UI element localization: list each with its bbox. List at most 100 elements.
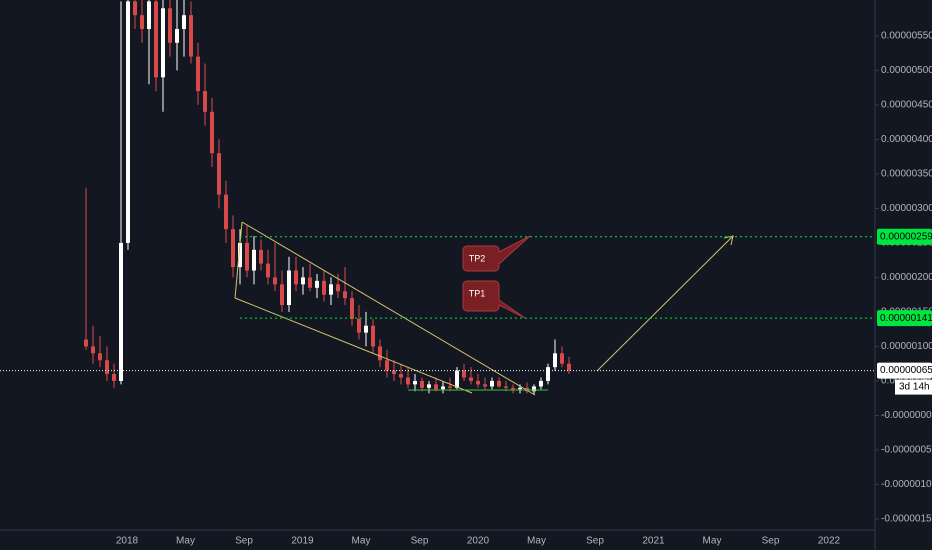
last-price-box [877, 362, 932, 379]
annotation: TP1 [469, 288, 486, 298]
candle-body [154, 1, 158, 78]
candle-body [476, 380, 480, 385]
callout [462, 280, 526, 319]
candle-body [413, 380, 417, 385]
candle-body [175, 28, 179, 43]
projection-arrow [596, 235, 734, 372]
candle-body [126, 1, 130, 243]
candle-body [84, 339, 88, 347]
candle-body [259, 249, 263, 264]
candle-body [273, 277, 277, 285]
candle-body [392, 370, 396, 375]
candle-body [252, 249, 256, 271]
x-tick-label: Sep [235, 536, 253, 547]
candle-body [350, 298, 354, 319]
y-tick-label: 0.00000350 [881, 169, 932, 180]
candle-body [238, 242, 242, 268]
candles [84, 0, 571, 395]
candle-body [203, 91, 207, 112]
candle-body [217, 153, 221, 195]
arrow-head [723, 235, 734, 246]
y-tick-label: -0.00000050 [881, 445, 932, 456]
candle-body [210, 111, 214, 154]
candle-body [469, 377, 473, 381]
candle-body [105, 360, 109, 375]
x-tick-label: 2021 [642, 536, 665, 547]
candle-body [98, 353, 102, 361]
candle-body [462, 370, 466, 378]
y-tick-label: 0.00000300 [881, 203, 932, 214]
x-tick-label: 2019 [291, 536, 314, 547]
candle-body [168, 8, 172, 43]
x-tick-label: Sep [411, 536, 429, 547]
level-label-box [877, 310, 932, 327]
candle-body [532, 386, 536, 392]
wedge-lower-line [234, 297, 473, 394]
candle-body [308, 277, 312, 288]
candle-body [196, 56, 200, 92]
annotation: TP2 [469, 253, 486, 263]
candle-body [343, 291, 347, 299]
candle-body [497, 380, 501, 387]
candle-body [112, 374, 116, 381]
candle-body [560, 353, 564, 364]
last-price-label: 0.00000065 [880, 365, 932, 376]
candle-body [483, 384, 487, 387]
drawings: TP2 TP1 [234, 221, 734, 396]
candle-body [336, 284, 340, 292]
candle-body [364, 325, 368, 333]
candle-body [147, 1, 151, 29]
candle-body [455, 370, 459, 388]
candle-body [441, 386, 445, 390]
candle-body [434, 384, 438, 390]
y-tick-label: 0.00000450 [881, 100, 932, 111]
countdown-box [895, 379, 932, 395]
candle-body [329, 284, 333, 295]
level-label-box [877, 228, 932, 245]
candle-body [553, 353, 557, 368]
y-tick-label: 0.00000500 [881, 65, 932, 76]
y-tick-label: -0.00000000 [881, 410, 932, 421]
x-tick-label: 2022 [818, 536, 841, 547]
candle-body [385, 360, 389, 371]
x-tick-label: 2018 [116, 536, 139, 547]
candle-body [140, 15, 144, 29]
y-tick-label: -0.00000100 [881, 479, 932, 490]
candle-body [322, 280, 326, 295]
candle-body [378, 346, 382, 361]
x-tick-label: May [352, 536, 371, 547]
candle-body [427, 384, 431, 388]
x-tick-label: Sep [586, 536, 604, 547]
candle-body [567, 363, 571, 371]
x-tick-label: 2020 [467, 536, 490, 547]
candle-body [539, 380, 543, 387]
level-label: 0.00000141 [880, 313, 932, 324]
candle-body [490, 380, 494, 387]
x-tick-label: May [527, 536, 546, 547]
candle-body [245, 242, 249, 271]
candle-body [266, 263, 270, 278]
candle-body [420, 380, 424, 388]
x-tick-label: May [176, 536, 195, 547]
y-tick-label: 0.00000200 [881, 272, 932, 283]
candle-body [280, 284, 284, 306]
callout [462, 235, 531, 272]
candle-body [182, 15, 186, 29]
y-tick-label: -0.00000150 [881, 514, 932, 525]
x-tick-label: Sep [762, 536, 780, 547]
candle-body [399, 374, 403, 378]
candle-body [406, 377, 410, 385]
candle-body [448, 386, 452, 388]
candle-body [546, 367, 550, 381]
candle-body [315, 280, 319, 288]
candle-body [301, 277, 305, 285]
candle-body [357, 318, 361, 333]
candle-body [511, 387, 515, 390]
candle-body [294, 270, 298, 285]
candle-body [518, 387, 522, 390]
candle-body [287, 270, 291, 306]
x-tick-label: May [703, 536, 722, 547]
y-tick-label: 0.00000550 [881, 31, 932, 42]
